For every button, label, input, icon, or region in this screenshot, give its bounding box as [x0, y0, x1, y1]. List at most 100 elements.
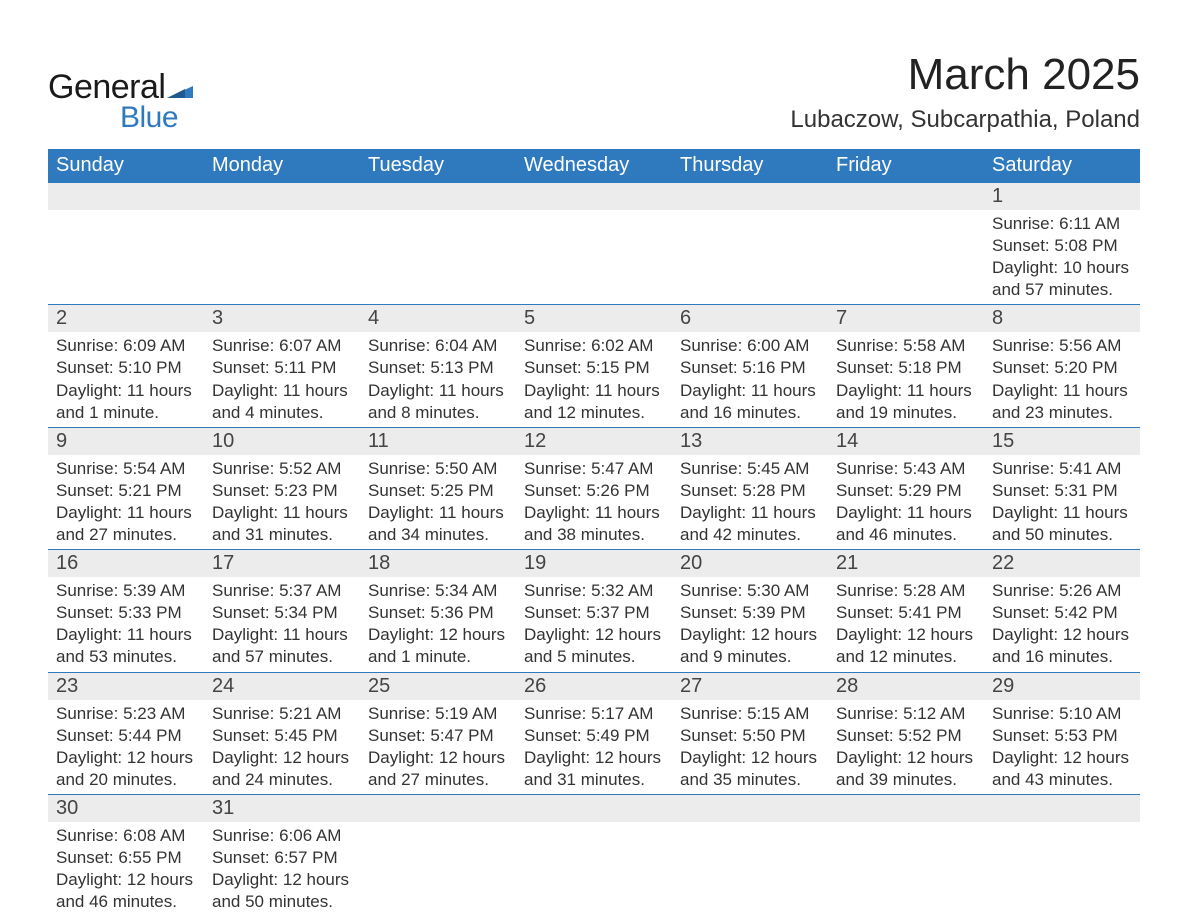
day-day1-text: Daylight: 10 hours — [992, 257, 1132, 279]
brand-logo: General Blue — [48, 68, 193, 135]
calendar-daynum-row: 1 — [48, 183, 1140, 211]
day-day2-text: and 16 minutes. — [680, 402, 820, 424]
day-sunrise-text: Sunrise: 5:58 AM — [836, 335, 976, 357]
day-day1-text: Daylight: 11 hours — [56, 380, 196, 402]
calendar-table: Sunday Monday Tuesday Wednesday Thursday… — [48, 149, 1140, 916]
day-number-cell: 14 — [828, 427, 984, 455]
day-header: Sunday — [48, 149, 204, 183]
day-sunset-text: Sunset: 5:20 PM — [992, 357, 1132, 379]
day-day2-text: and 12 minutes. — [524, 402, 664, 424]
day-detail-cell: Sunrise: 5:28 AMSunset: 5:41 PMDaylight:… — [828, 577, 984, 672]
day-sunset-text: Sunset: 5:21 PM — [56, 480, 196, 502]
day-number-cell: 8 — [984, 305, 1140, 333]
day-day1-text: Daylight: 12 hours — [56, 869, 196, 891]
day-sunrise-text: Sunrise: 5:19 AM — [368, 703, 508, 725]
day-sunrise-text: Sunrise: 6:04 AM — [368, 335, 508, 357]
calendar-detail-row: Sunrise: 5:23 AMSunset: 5:44 PMDaylight:… — [48, 700, 1140, 795]
day-number: 5 — [524, 307, 535, 329]
day-sunrise-text: Sunrise: 5:43 AM — [836, 458, 976, 480]
calendar-header-row: Sunday Monday Tuesday Wednesday Thursday… — [48, 149, 1140, 183]
calendar-detail-row: Sunrise: 6:11 AMSunset: 5:08 PMDaylight:… — [48, 210, 1140, 305]
day-number-cell — [672, 794, 828, 822]
day-number: 6 — [680, 307, 691, 329]
day-sunset-text: Sunset: 5:52 PM — [836, 725, 976, 747]
day-number: 3 — [212, 307, 223, 329]
day-detail-cell — [360, 210, 516, 305]
day-day2-text: and 27 minutes. — [368, 769, 508, 791]
day-sunset-text: Sunset: 5:26 PM — [524, 480, 664, 502]
day-number-cell: 2 — [48, 305, 204, 333]
day-sunrise-text: Sunrise: 5:10 AM — [992, 703, 1132, 725]
day-day2-text: and 23 minutes. — [992, 402, 1132, 424]
day-day1-text: Daylight: 12 hours — [212, 869, 352, 891]
day-detail-cell: Sunrise: 5:34 AMSunset: 5:36 PMDaylight:… — [360, 577, 516, 672]
day-day2-text: and 27 minutes. — [56, 524, 196, 546]
day-number-cell: 3 — [204, 305, 360, 333]
day-sunset-text: Sunset: 5:34 PM — [212, 602, 352, 624]
day-day2-text: and 1 minute. — [368, 646, 508, 668]
day-number-cell — [516, 794, 672, 822]
day-number: 1 — [992, 185, 1003, 207]
day-number-cell — [984, 794, 1140, 822]
day-sunset-text: Sunset: 6:55 PM — [56, 847, 196, 869]
day-number: 27 — [680, 675, 702, 697]
day-number: 28 — [836, 675, 858, 697]
day-day1-text: Daylight: 11 hours — [680, 380, 820, 402]
day-number: 8 — [992, 307, 1003, 329]
day-number-cell: 9 — [48, 427, 204, 455]
day-sunrise-text: Sunrise: 6:08 AM — [56, 825, 196, 847]
day-sunrise-text: Sunrise: 5:28 AM — [836, 580, 976, 602]
day-sunrise-text: Sunrise: 5:12 AM — [836, 703, 976, 725]
day-detail-cell: Sunrise: 5:23 AMSunset: 5:44 PMDaylight:… — [48, 700, 204, 795]
day-detail-cell: Sunrise: 5:26 AMSunset: 5:42 PMDaylight:… — [984, 577, 1140, 672]
day-day1-text: Daylight: 11 hours — [368, 502, 508, 524]
day-sunrise-text: Sunrise: 6:07 AM — [212, 335, 352, 357]
day-day2-text: and 50 minutes. — [992, 524, 1132, 546]
page-title: March 2025 — [790, 50, 1140, 100]
day-number: 22 — [992, 552, 1014, 574]
day-number-cell — [828, 183, 984, 211]
day-day2-text: and 35 minutes. — [680, 769, 820, 791]
day-day2-text: and 31 minutes. — [524, 769, 664, 791]
day-detail-cell: Sunrise: 6:02 AMSunset: 5:15 PMDaylight:… — [516, 332, 672, 427]
day-header: Tuesday — [360, 149, 516, 183]
day-number: 13 — [680, 430, 702, 452]
day-sunset-text: Sunset: 5:29 PM — [836, 480, 976, 502]
day-day2-text: and 53 minutes. — [56, 646, 196, 668]
day-detail-cell: Sunrise: 6:06 AMSunset: 6:57 PMDaylight:… — [204, 822, 360, 916]
day-number: 7 — [836, 307, 847, 329]
calendar-detail-row: Sunrise: 6:08 AMSunset: 6:55 PMDaylight:… — [48, 822, 1140, 916]
day-number-cell: 30 — [48, 794, 204, 822]
brand-word-2: Blue — [120, 101, 193, 135]
day-detail-cell: Sunrise: 6:04 AMSunset: 5:13 PMDaylight:… — [360, 332, 516, 427]
day-number-cell: 22 — [984, 550, 1140, 578]
day-day2-text: and 38 minutes. — [524, 524, 664, 546]
day-day1-text: Daylight: 12 hours — [992, 624, 1132, 646]
day-detail-cell: Sunrise: 5:58 AMSunset: 5:18 PMDaylight:… — [828, 332, 984, 427]
day-number-cell — [516, 183, 672, 211]
day-sunset-text: Sunset: 5:31 PM — [992, 480, 1132, 502]
day-number: 12 — [524, 430, 546, 452]
day-header: Thursday — [672, 149, 828, 183]
day-number: 16 — [56, 552, 78, 574]
day-detail-cell: Sunrise: 5:17 AMSunset: 5:49 PMDaylight:… — [516, 700, 672, 795]
day-detail-cell — [828, 210, 984, 305]
day-sunrise-text: Sunrise: 6:00 AM — [680, 335, 820, 357]
day-sunrise-text: Sunrise: 6:09 AM — [56, 335, 196, 357]
day-sunrise-text: Sunrise: 5:45 AM — [680, 458, 820, 480]
day-day1-text: Daylight: 12 hours — [368, 624, 508, 646]
day-detail-cell: Sunrise: 6:07 AMSunset: 5:11 PMDaylight:… — [204, 332, 360, 427]
day-day1-text: Daylight: 12 hours — [56, 747, 196, 769]
day-number-cell: 28 — [828, 672, 984, 700]
day-day1-text: Daylight: 11 hours — [836, 380, 976, 402]
day-sunrise-text: Sunrise: 5:15 AM — [680, 703, 820, 725]
day-detail-cell: Sunrise: 6:09 AMSunset: 5:10 PMDaylight:… — [48, 332, 204, 427]
day-number-cell: 23 — [48, 672, 204, 700]
day-number-cell: 6 — [672, 305, 828, 333]
day-detail-cell: Sunrise: 6:11 AMSunset: 5:08 PMDaylight:… — [984, 210, 1140, 305]
day-number-cell: 10 — [204, 427, 360, 455]
day-sunset-text: Sunset: 5:44 PM — [56, 725, 196, 747]
day-sunset-text: Sunset: 5:10 PM — [56, 357, 196, 379]
day-sunrise-text: Sunrise: 5:41 AM — [992, 458, 1132, 480]
day-number-cell: 20 — [672, 550, 828, 578]
